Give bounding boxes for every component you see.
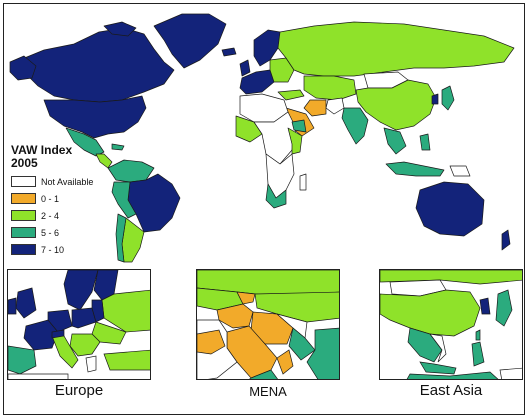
legend-row-7-10: 7 - 10 [11,241,121,258]
region-canada [21,27,175,103]
region-turkey [103,349,150,371]
region-japan [495,289,513,327]
inset-label-europe: Europe [54,382,104,399]
region-uk [15,287,37,319]
region-indonesia [385,161,445,177]
region-papua [449,165,471,177]
legend-swatch [11,193,36,204]
region-papua [499,367,522,379]
legend-row-0-1: 0 - 1 [11,190,121,207]
region-northern-south-america [107,159,155,183]
region-pakistan [288,327,316,361]
region-turkey [277,89,305,101]
region-new-zealand [501,229,511,251]
inset-mena-map [197,270,339,379]
region-central-america [95,153,113,169]
region-korea [431,93,439,105]
region-vietnam [429,333,447,363]
region-korea [479,297,491,315]
region-scandinavia [253,29,281,67]
inset-east-asia-map [380,270,522,379]
legend-label: 5 - 6 [41,227,60,238]
region-australia [415,181,485,237]
region-japan [441,85,455,111]
region-russia [277,21,515,77]
legend-row-5-6: 5 - 6 [11,224,121,241]
region-china [380,289,481,337]
region-west-africa [235,115,263,143]
region-brazil [127,173,181,233]
region-switzerland [51,329,65,339]
region-iceland [221,47,237,57]
region-iran [303,99,327,117]
region-russia-west [101,289,150,333]
region-peru-bolivia [111,181,137,219]
region-poland [71,307,97,329]
legend: VAW Index 2005 Not Available 0 - 1 2 - 4… [11,144,121,258]
legend-row-not-available: Not Available [11,173,121,190]
region-caribbean [111,143,125,151]
legend-label: 0 - 1 [41,193,60,204]
region-philippines [471,341,485,367]
region-uk [239,59,251,77]
region-russia-east [380,270,522,285]
region-ukraine [91,321,127,345]
legend-label: 2 - 4 [41,210,60,221]
region-oman [276,349,294,375]
region-southeast-asia [383,127,407,155]
inset-europe-map [8,270,150,379]
region-iberia [8,345,37,375]
region-afghanistan [325,97,345,115]
region-caucasus [236,291,256,305]
region-north-africa [8,373,69,379]
inset-label-mena: MENA [249,384,287,399]
region-western-europe [239,69,275,95]
legend-swatch [11,227,36,238]
region-philippines [419,133,431,151]
region-east-africa [287,127,303,155]
inset-label-east-asia: East Asia [419,382,483,399]
inset-mena [196,269,340,380]
legend-swatch [11,210,36,221]
legend-swatch [11,244,36,255]
legend-title: VAW Index 2005 [11,143,73,170]
legend-label: Not Available [41,176,94,187]
world-map [9,13,515,263]
legend-label: 7 - 10 [41,244,65,255]
region-india [306,327,339,379]
region-taiwan [475,329,481,341]
region-germany [47,309,73,333]
region-baltics [91,299,105,323]
region-balkans [69,333,101,357]
region-india [341,107,369,145]
region-greece [85,355,97,373]
region-indonesia [406,371,499,379]
inset-europe [7,269,151,380]
region-usa [43,95,147,139]
inset-east-asia [379,269,523,380]
region-south-africa [265,183,287,209]
region-central-asia [303,75,357,101]
region-egypt [197,329,226,355]
region-chile [115,213,127,263]
region-arctic-islands [103,21,137,37]
region-ethiopia [291,119,307,133]
region-madagascar [299,173,307,191]
region-greenland [153,13,227,69]
region-alaska [9,55,37,81]
legend-row-2-4: 2 - 4 [11,207,121,224]
region-ireland [8,297,17,315]
region-malaysia [419,361,457,375]
region-china [355,79,437,131]
map-frame: VAW Index 2005 Not Available 0 - 1 2 - 4… [3,3,525,415]
region-yemen [249,369,278,379]
legend-swatch [11,176,36,187]
